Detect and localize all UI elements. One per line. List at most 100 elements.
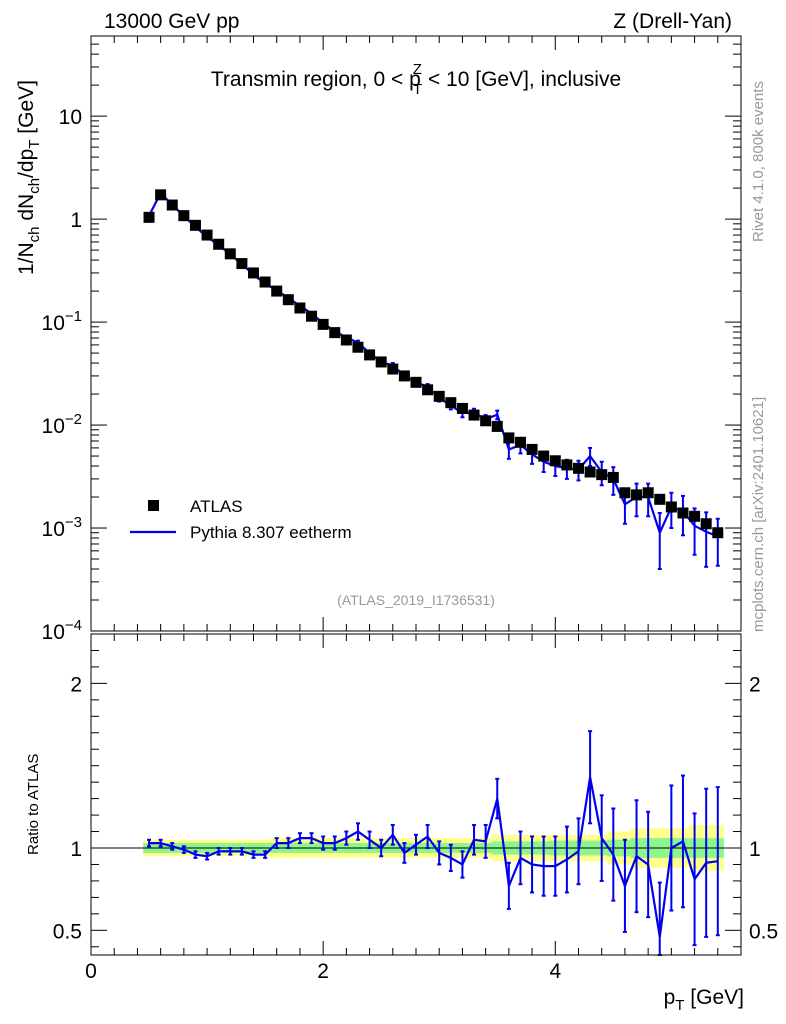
atlas-data-point [166, 199, 178, 211]
x-tick-label: 4 [549, 960, 561, 983]
ratio-panel: 0.5 0.5 1 1 2 2 0 2 4 Ratio to ATLAS pT [GeV] [25, 633, 778, 1014]
title-sub: T [413, 81, 422, 98]
atlas-data-point [248, 267, 259, 279]
main-y-tick-mantissa: 10 [42, 621, 65, 644]
ylabel-part-c-sub: T [26, 140, 43, 149]
main-axis-ticks [90, 35, 742, 632]
ratio-y-tick-label-left: 1 [70, 838, 82, 861]
atlas-data-point [561, 459, 573, 471]
legend-mc-label: Pythia 8.307 eetherm [190, 523, 352, 542]
ratio-panel-frame [90, 633, 742, 956]
atlas-data-point [224, 248, 236, 260]
main-y-tick-exponent: −4 [65, 617, 82, 634]
main-y-tick-label: 10−4 [42, 617, 82, 644]
atlas-data-point [665, 501, 677, 513]
atlas-data-point [596, 469, 608, 481]
atlas-data-point [201, 229, 213, 241]
x-tick-label: 0 [85, 960, 97, 983]
atlas-data-point [189, 219, 201, 231]
ylabel-part-a: 1/N [15, 242, 38, 275]
main-y-tick-exponent: −2 [65, 411, 82, 428]
atlas-data-point [607, 471, 619, 483]
atlas-data-point [294, 302, 306, 314]
xlabel-p: p [664, 986, 676, 1009]
atlas-data-point [677, 507, 689, 519]
main-y-tick-mantissa: 10 [42, 518, 65, 541]
atlas-data-point [549, 455, 561, 467]
atlas-data-point [143, 211, 155, 223]
ylabel-part-b: dN [15, 194, 38, 227]
main-y-tick-label: 1 [70, 209, 82, 232]
atlas-data-point [236, 258, 248, 270]
analysis-watermark: (ATLAS_2019_I1736531) [337, 592, 495, 608]
atlas-data-point [387, 363, 399, 375]
atlas-data-point [352, 341, 364, 353]
main-y-tick-label: 10 [59, 106, 82, 129]
ylabel-part-a-sub: ch [26, 226, 43, 242]
atlas-data-point [468, 409, 480, 421]
atlas-data-point [456, 402, 468, 414]
ylabel-part-d: [GeV] [15, 80, 38, 140]
atlas-data-point [398, 370, 410, 382]
atlas-data-point [375, 356, 387, 368]
atlas-data-point [491, 420, 503, 432]
atlas-data-points [143, 189, 724, 539]
atlas-data-point [306, 310, 318, 322]
header-left-label: 13000 GeV pp [104, 10, 239, 33]
mcplots-label: mcplots.cern.ch [arXiv:2401.10621] [750, 397, 767, 632]
main-y-tick-label: 10−1 [42, 308, 82, 335]
ratio-y-tick-label-right: 2 [749, 673, 761, 696]
atlas-data-point [526, 443, 538, 455]
title-sup: Z [413, 61, 422, 78]
atlas-data-point [410, 376, 422, 388]
atlas-data-point [573, 462, 584, 474]
ratio-y-tick-label-left: 2 [70, 673, 82, 696]
atlas-data-point [422, 384, 434, 396]
title-pre: Transmin region, 0 < p [211, 68, 421, 91]
atlas-data-point [271, 285, 283, 297]
atlas-data-point [654, 493, 666, 505]
atlas-data-point [364, 349, 376, 361]
ratio-y-tick-label-right: 0.5 [749, 920, 778, 943]
ylabel-part-c: /dp [15, 149, 38, 178]
header-right-label: Z (Drell-Yan) [613, 10, 732, 33]
ratio-tick-labels: 0.5 0.5 1 1 2 2 0 2 4 [53, 673, 778, 983]
atlas-data-point [712, 527, 724, 539]
ratio-y-tick-label-left: 0.5 [53, 920, 82, 943]
atlas-data-point [584, 466, 596, 478]
atlas-data-point [514, 436, 526, 448]
legend-data-marker [148, 500, 159, 511]
atlas-data-point [480, 415, 492, 427]
rivet-label: Rivet 4.1.0, 800k events [750, 81, 767, 242]
atlas-data-point [213, 238, 225, 250]
legend-data-label: ATLAS [190, 497, 243, 516]
atlas-data-point [282, 294, 294, 306]
x-tick-label: 2 [317, 960, 329, 983]
atlas-data-point [538, 450, 550, 462]
main-y-tick-mantissa: 10 [59, 106, 82, 129]
atlas-data-point [619, 487, 631, 499]
atlas-data-point [340, 334, 352, 346]
main-panel-frame [90, 35, 742, 632]
plot-title: Transmin region, 0 < pZ T < 10 [GeV], inc… [211, 61, 621, 98]
atlas-data-point [155, 189, 167, 201]
ratio-y-tick-label-right: 1 [749, 838, 761, 861]
main-y-tick-exponent: −1 [65, 308, 82, 325]
ratio-y-label: Ratio to ATLAS [25, 754, 42, 855]
main-y-tick-mantissa: 10 [42, 312, 65, 335]
atlas-data-point [700, 518, 712, 530]
main-y-tick-label: 10−3 [42, 514, 82, 541]
main-y-label: 1/Nch dNch/dpT [GeV] [15, 80, 43, 275]
main-y-tick-mantissa: 1 [70, 209, 82, 232]
atlas-data-point [329, 327, 341, 339]
x-axis-label: pT [GeV] [664, 986, 744, 1014]
atlas-data-point [178, 210, 190, 222]
ratio-line [149, 776, 718, 938]
title-post: < 10 [GeV], inclusive [422, 68, 621, 91]
main-y-tick-exponent: −3 [65, 514, 82, 531]
atlas-data-point [433, 390, 445, 402]
mc-line [148, 191, 719, 538]
main-y-tick-label: 10−2 [42, 411, 82, 438]
